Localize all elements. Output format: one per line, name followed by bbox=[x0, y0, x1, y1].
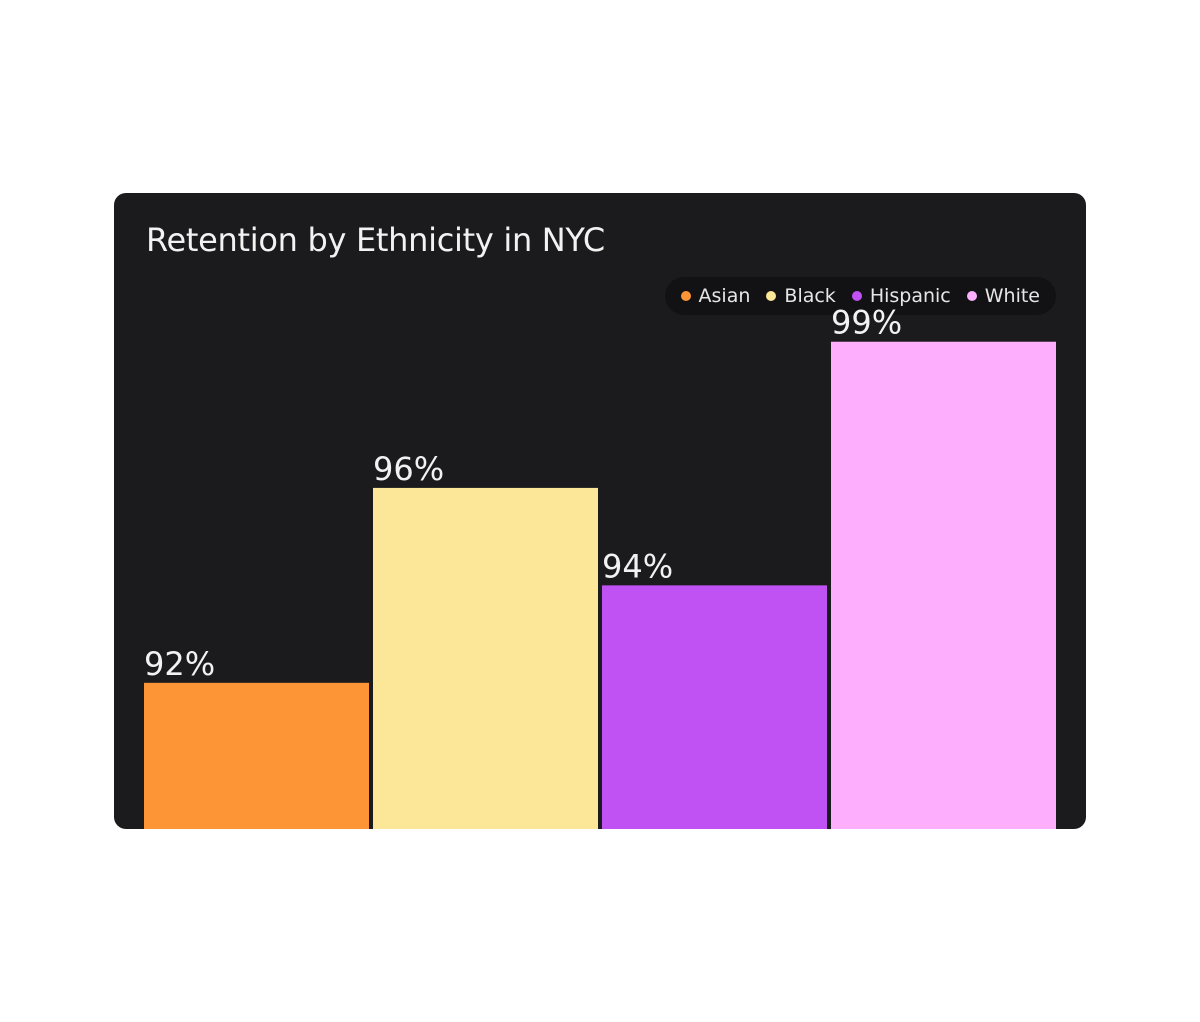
legend-item-black: Black bbox=[766, 285, 836, 307]
legend-label-white: White bbox=[984, 285, 1040, 307]
data-label-black: 96% bbox=[373, 450, 444, 488]
bar-plot: 92% 96% 94% 99% bbox=[144, 304, 1056, 829]
legend-label-asian: Asian bbox=[698, 285, 751, 307]
legend-item-asian: Asian bbox=[680, 285, 751, 307]
legend-item-white: White bbox=[966, 285, 1040, 307]
legend-label-hispanic: Hispanic bbox=[869, 285, 951, 307]
chart-title: Retention by Ethnicity in NYC bbox=[146, 221, 605, 259]
data-label-asian: 92% bbox=[144, 645, 215, 683]
legend-swatch-asian bbox=[680, 291, 691, 301]
legend-swatch-black bbox=[766, 291, 777, 301]
legend-swatch-white bbox=[966, 291, 977, 301]
bar-white bbox=[831, 341, 1056, 829]
data-label-white: 99% bbox=[831, 304, 902, 342]
legend-label-black: Black bbox=[784, 285, 836, 307]
legend: Asian Black Hispanic White bbox=[664, 277, 1056, 315]
bar-black bbox=[373, 487, 598, 829]
data-label-hispanic: 94% bbox=[602, 547, 673, 585]
bar-hispanic bbox=[602, 585, 827, 829]
bar-asian bbox=[144, 682, 369, 829]
legend-item-hispanic: Hispanic bbox=[851, 285, 951, 307]
chart-card: Retention by Ethnicity in NYC Asian Blac… bbox=[114, 193, 1086, 829]
legend-swatch-hispanic bbox=[851, 291, 862, 301]
